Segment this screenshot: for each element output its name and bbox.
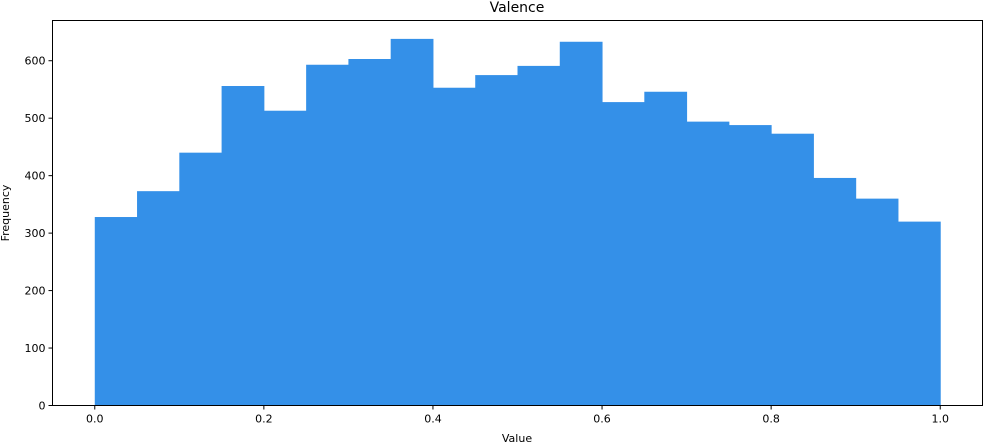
histogram-bar xyxy=(306,64,349,406)
chart-title: Valence xyxy=(490,0,545,16)
histogram-bar xyxy=(179,152,223,406)
x-axis-label: Value xyxy=(502,432,532,443)
y-tick-label: 600 xyxy=(25,55,46,68)
y-tick-label: 200 xyxy=(25,285,46,298)
y-tick-label: 100 xyxy=(25,342,46,355)
histogram-bar xyxy=(517,65,561,406)
y-axis-label: Frequency xyxy=(0,184,12,241)
y-tick-label: 400 xyxy=(25,170,46,183)
histogram-bar xyxy=(263,110,307,406)
histogram-bar xyxy=(348,59,392,406)
x-tick-label: 0.4 xyxy=(424,413,442,426)
histogram-bar xyxy=(94,217,138,406)
y-tick-label: 0 xyxy=(39,400,46,413)
histogram-bar xyxy=(855,198,899,406)
histogram-bar xyxy=(644,91,688,406)
x-tick-label: 1.0 xyxy=(931,413,949,426)
y-axis-ticks: 0 100 200 300 400 500 600 xyxy=(25,55,53,413)
bars-group xyxy=(94,38,941,406)
y-tick-label: 500 xyxy=(25,112,46,125)
histogram-bar xyxy=(475,75,518,406)
plot-frame xyxy=(52,20,983,406)
x-tick-label: 0.6 xyxy=(593,413,611,426)
histogram-bar xyxy=(559,41,603,406)
histogram-bar xyxy=(728,125,772,406)
histogram-bar xyxy=(432,87,476,406)
x-tick-label: 0.0 xyxy=(86,413,104,426)
histogram-bar xyxy=(686,121,730,406)
histogram-bar xyxy=(390,38,434,406)
histogram-bar xyxy=(771,133,814,406)
x-tick-label: 0.8 xyxy=(762,413,780,426)
histogram-bar xyxy=(813,177,857,406)
x-tick-label: 0.2 xyxy=(255,413,273,426)
histogram-bar xyxy=(602,102,645,406)
y-tick-label: 300 xyxy=(25,227,46,240)
histogram-bar xyxy=(221,86,265,406)
x-axis-ticks: 0.0 0.2 0.4 0.6 0.8 1.0 xyxy=(86,405,949,426)
histogram-bar xyxy=(897,221,941,406)
histogram-bar xyxy=(137,191,180,406)
